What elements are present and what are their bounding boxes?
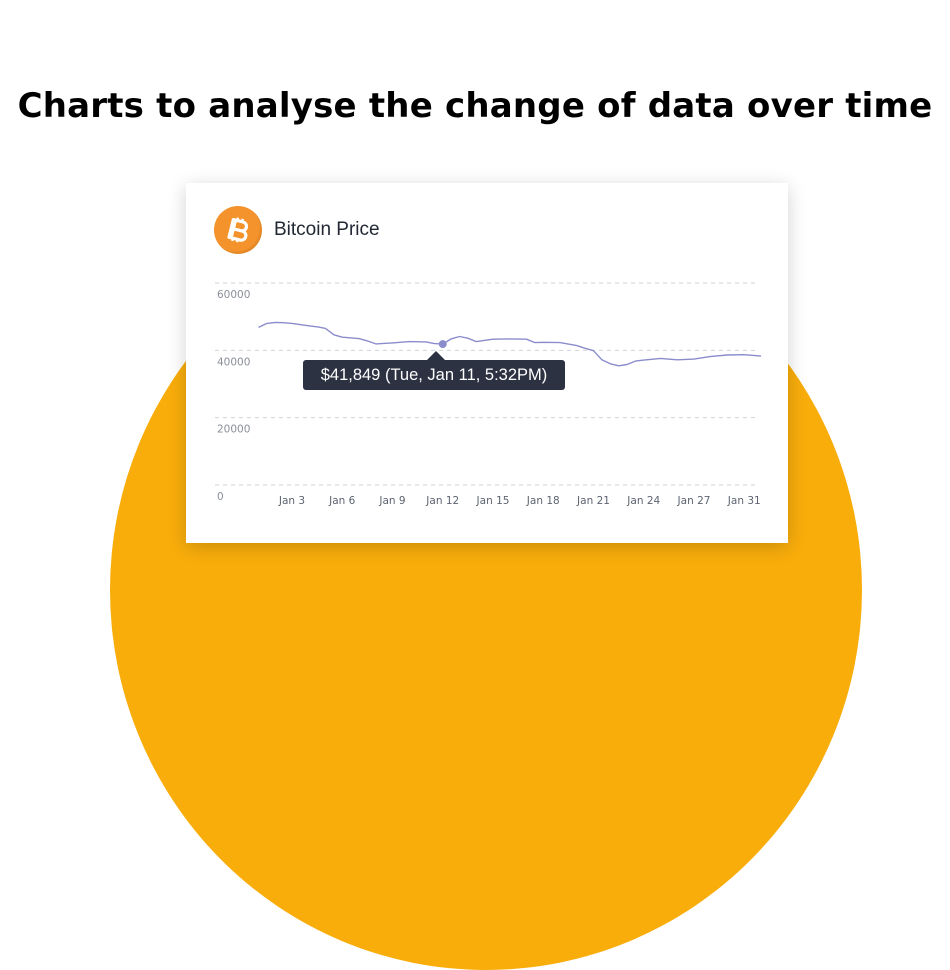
x-tick-label: Jan 27 xyxy=(677,495,711,507)
y-tick-label: 60000 xyxy=(217,289,250,301)
y-tick-label: 0 xyxy=(217,491,224,503)
x-tick-label: Jan 31 xyxy=(727,495,761,507)
highlight-point xyxy=(438,340,447,349)
bitcoin-icon xyxy=(214,206,262,254)
x-tick-label: Jan 9 xyxy=(378,495,405,507)
x-tick-label: Jan 24 xyxy=(626,495,660,507)
y-tick-label: 20000 xyxy=(217,424,250,436)
page-headline: Charts to analyse the change of data ove… xyxy=(17,86,933,126)
y-tick-label: 40000 xyxy=(217,356,250,368)
x-tick-label: Jan 15 xyxy=(476,495,510,507)
tooltip-arrow xyxy=(427,351,445,360)
price-line xyxy=(258,321,762,367)
x-tick-label: Jan 18 xyxy=(526,495,560,507)
x-tick-label: Jan 3 xyxy=(278,495,305,507)
x-tick-label: Jan 12 xyxy=(425,495,459,507)
price-tooltip: $41,849 (Tue, Jan 11, 5:32PM) xyxy=(303,360,565,390)
chart-title: Bitcoin Price xyxy=(274,219,380,240)
x-tick-label: Jan 6 xyxy=(328,495,356,507)
x-tick-label: Jan 21 xyxy=(576,495,610,507)
chart-card: Bitcoin Price 0 20000 40000 60000 Jan 3 Jan 6… xyxy=(186,183,788,543)
price-chart[interactable]: 0 20000 40000 60000 Jan 3 Jan 6 Jan 9 Jan 12 Jan… xyxy=(186,183,788,543)
